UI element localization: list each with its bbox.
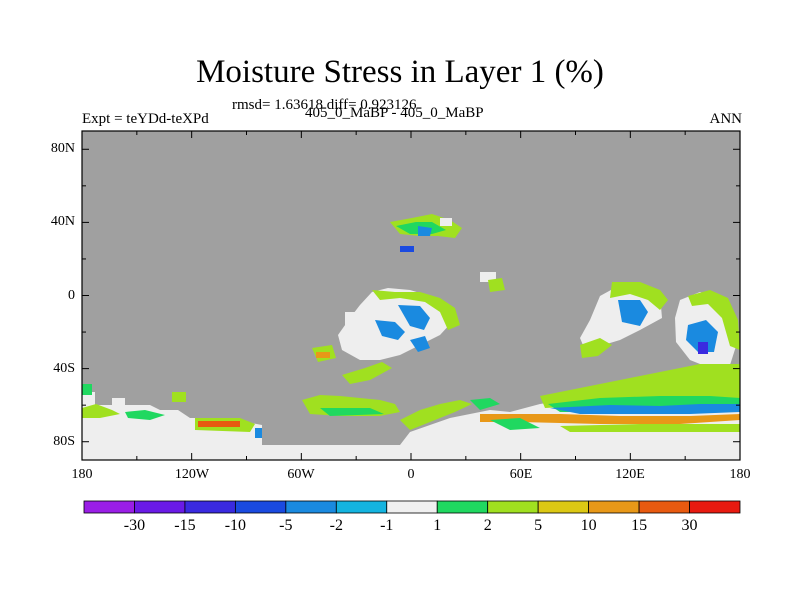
field-region [398,305,430,330]
field-region [698,342,708,354]
field-region [610,282,668,310]
field-region [686,320,718,352]
field-region [82,384,92,395]
colorbar-swatch [184,500,236,514]
colorbar-swatch [436,500,489,514]
field-region [320,408,384,416]
colorbar-swatch [83,500,135,514]
field-region [400,400,472,430]
field-region [375,320,405,340]
field-region [400,246,414,252]
colorbar-label: 5 [534,517,543,534]
field-region [372,290,460,330]
field-region [418,226,432,236]
plot-title: Moisture Stress in Layer 1 (%) [196,54,604,90]
colorbar-swatch [234,500,287,514]
lat-label-40n: 40N [50,214,75,229]
lon-label-120e: 120E [615,467,645,482]
lat-label-40s: 40S [53,361,75,376]
colorbar-label: -10 [224,517,247,534]
lon-label-180w: 180 [71,467,93,482]
field-region [255,428,262,438]
colorbar-label: 30 [681,517,698,534]
field-region [172,392,186,402]
lon-label-60w: 60W [287,467,315,482]
colorbar [83,500,741,514]
lon-label-120w: 120W [174,467,210,482]
colorbar-label: -2 [329,517,343,534]
field-region [82,392,378,446]
field-region [342,362,392,384]
lat-label-0: 0 [68,288,75,303]
colorbar-label: -5 [279,517,293,534]
colorbar-label: -1 [380,517,394,534]
map-field-layer [82,214,740,460]
field-region [618,300,648,326]
field-region [688,290,740,350]
field-region [440,218,452,226]
field-region [488,278,505,292]
experiment-label: Expt = teYDd-teXPd [82,111,209,127]
colorbar-label: 15 [631,517,648,534]
colorbar-label: -30 [123,517,146,534]
lon-label-180e: 180 [729,467,751,482]
colorbar-swatch [537,500,590,514]
season-label: ANN [709,111,743,127]
colorbar-swatch [638,500,690,514]
plot-subtitle: rmsd= 1.63618 diff= 0.923126 [232,97,417,113]
field-region [580,285,662,350]
field-region [550,404,740,414]
colorbar-label: 1 [433,517,442,534]
field-region [125,410,165,420]
colorbar-swatch [588,500,640,514]
field-region [560,424,740,432]
colorbar-swatch [487,500,539,514]
colorbar-label: 10 [580,517,597,534]
colorbar-label: -15 [174,517,196,534]
field-region [480,414,740,424]
center-label: 405_0_MaBP - 405_0_MaBP [305,105,484,121]
field-region [345,312,360,328]
field-region [490,418,540,430]
colorbar-label: 2 [483,517,492,534]
colorbar-swatch [689,500,741,514]
field-region [580,338,612,358]
colorbar-swatch [285,500,337,514]
lon-label-0: 0 [407,467,415,482]
field-region [410,336,430,352]
field-region [82,404,120,418]
lat-label-80s: 80S [53,434,75,449]
colorbar-swatch [335,500,388,514]
field-region [470,398,500,410]
colorbar-swatch [134,500,186,514]
axis-ticks [81,131,741,460]
colorbar-swatch [386,500,438,514]
field-region [198,421,240,427]
lon-label-60e: 60E [509,467,533,482]
lat-label-80n: 80N [50,141,75,156]
field-region [316,352,330,358]
